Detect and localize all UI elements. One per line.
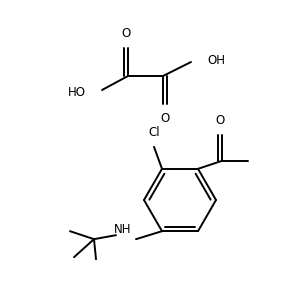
Text: Cl: Cl (148, 126, 160, 139)
Text: O: O (160, 112, 170, 125)
Text: O: O (215, 114, 225, 127)
Text: O: O (121, 27, 131, 40)
Text: HO: HO (68, 86, 86, 99)
Text: NH: NH (114, 223, 132, 236)
Text: OH: OH (207, 54, 225, 67)
